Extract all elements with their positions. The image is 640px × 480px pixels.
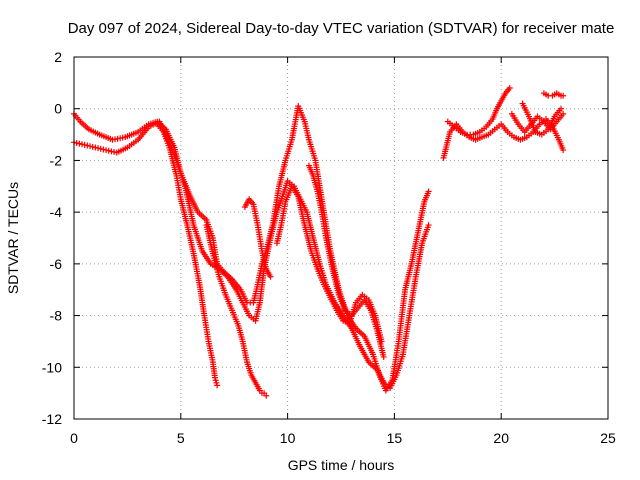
x-tick-label: 5 bbox=[177, 430, 185, 446]
data-point bbox=[560, 110, 567, 117]
y-tick-label: -6 bbox=[50, 256, 63, 272]
data-point bbox=[558, 105, 565, 112]
data-point bbox=[105, 147, 112, 154]
data-point bbox=[95, 145, 102, 152]
grid bbox=[74, 57, 608, 419]
data-point bbox=[267, 273, 274, 280]
data-point bbox=[425, 188, 432, 195]
data-point bbox=[103, 147, 110, 154]
data-point bbox=[506, 85, 513, 92]
data-point bbox=[380, 353, 387, 360]
data-point bbox=[89, 143, 96, 150]
data-point bbox=[92, 144, 99, 151]
data-point bbox=[81, 141, 88, 148]
y-axis-label: SDTVAR / TECUs bbox=[5, 182, 21, 294]
data-point bbox=[76, 140, 83, 147]
data-marks bbox=[71, 85, 567, 399]
data-point bbox=[425, 222, 432, 229]
data-point bbox=[560, 92, 567, 99]
data-point bbox=[87, 143, 94, 150]
data-point bbox=[84, 142, 91, 149]
x-tick-label: 25 bbox=[600, 430, 616, 446]
y-tick-label: -10 bbox=[42, 359, 62, 375]
data-point bbox=[560, 147, 567, 154]
y-tick-label: -8 bbox=[50, 308, 63, 324]
chart-title: Day 097 of 2024, Sidereal Day-to-day VTE… bbox=[68, 20, 615, 37]
plot-frame bbox=[73, 56, 609, 420]
x-axis-label: GPS time / hours bbox=[288, 457, 395, 473]
x-tick-label: 15 bbox=[387, 430, 403, 446]
data-point bbox=[73, 139, 80, 146]
x-tick-label: 0 bbox=[70, 430, 78, 446]
data-point bbox=[79, 141, 86, 148]
y-tick-label: -4 bbox=[50, 204, 63, 220]
data-point bbox=[263, 392, 270, 399]
x-tick-label: 20 bbox=[493, 430, 509, 446]
data-point bbox=[108, 148, 115, 155]
data-point bbox=[214, 382, 221, 389]
y-tick-label: -2 bbox=[50, 152, 63, 168]
y-tick-label: 0 bbox=[54, 101, 62, 117]
y-tick-label: 2 bbox=[54, 49, 62, 65]
data-point bbox=[100, 146, 107, 153]
data-point bbox=[97, 145, 104, 152]
x-tick-label: 10 bbox=[280, 430, 296, 446]
y-tick-label: -12 bbox=[42, 411, 62, 427]
